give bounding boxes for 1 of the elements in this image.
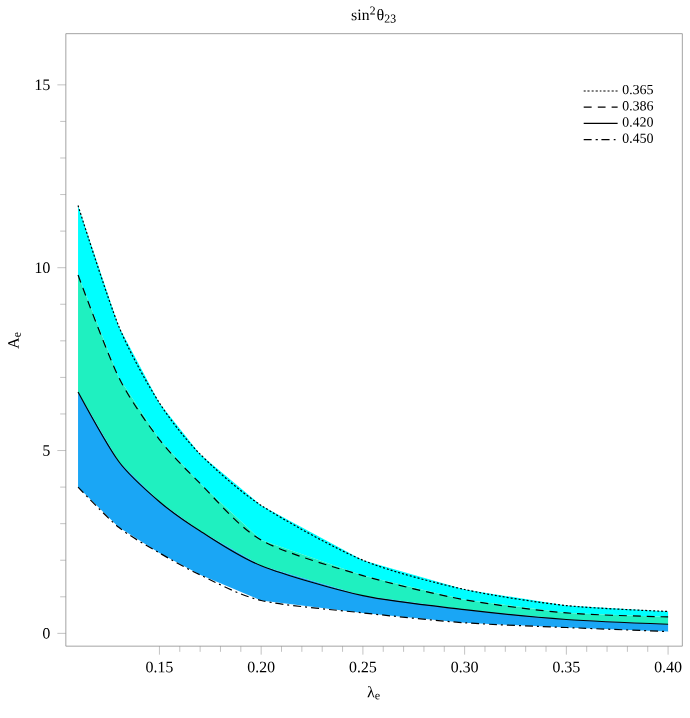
line-series: [77, 486, 669, 633]
